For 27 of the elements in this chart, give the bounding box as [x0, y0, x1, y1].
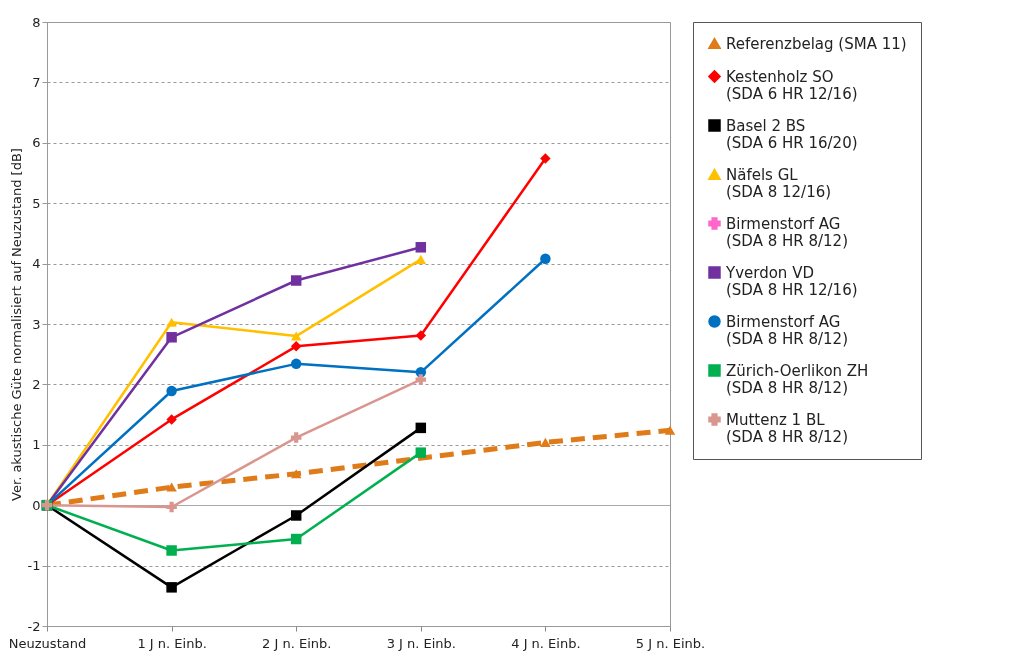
legend-label: Muttenz 1 BL (SDA 8 HR 8/12): [726, 410, 849, 446]
y-tick-label: 0: [32, 497, 41, 513]
legend-label: Birmenstorf AG (SDA 8 HR 8/12): [726, 312, 849, 348]
y-tick-label: 5: [32, 195, 41, 211]
x-tick-label: Neuzustand: [8, 635, 87, 651]
legend-label: Birmenstorf AG (SDA 8 HR 8/12): [726, 214, 849, 250]
y-axis-title: Ver. akustische Güte normalisiert auf Neuzustand [dB]: [8, 148, 24, 501]
y-tick-label: 8: [32, 14, 41, 30]
legend-label: Yverdon VD (SDA 8 HR 12/16): [725, 263, 858, 299]
x-tick-label: 4 J n. Einb.: [511, 635, 581, 651]
y-tick-label: -2: [27, 618, 41, 634]
x-tick-label: 5 J n. Einb.: [635, 635, 706, 651]
y-tick-label: -1: [27, 558, 41, 574]
legend-label: Zürich-Oerlikon ZH (SDA 8 HR 8/12): [726, 361, 869, 397]
x-tick-label: 1 J n. Einb.: [137, 635, 207, 651]
legend-label: Referenzbelag (SMA 11): [726, 34, 907, 53]
legend-label: Näfels GL (SDA 8 12/16): [726, 165, 832, 201]
y-tick-label: 4: [32, 256, 41, 272]
y-tick-label: 1: [32, 437, 41, 453]
y-tick-label: 6: [32, 135, 41, 151]
x-tick-label: 2 J n. Einb.: [262, 635, 332, 651]
x-tick-label: 3 J n. Einb.: [386, 635, 456, 651]
y-tick-label: 3: [32, 316, 41, 332]
legend-label: Basel 2 BS (SDA 6 HR 16/20): [726, 116, 858, 152]
y-tick-label: 7: [32, 74, 41, 90]
y-tick-label: 2: [32, 376, 41, 392]
legend-label: Kestenholz SO (SDA 6 HR 12/16): [726, 67, 858, 103]
